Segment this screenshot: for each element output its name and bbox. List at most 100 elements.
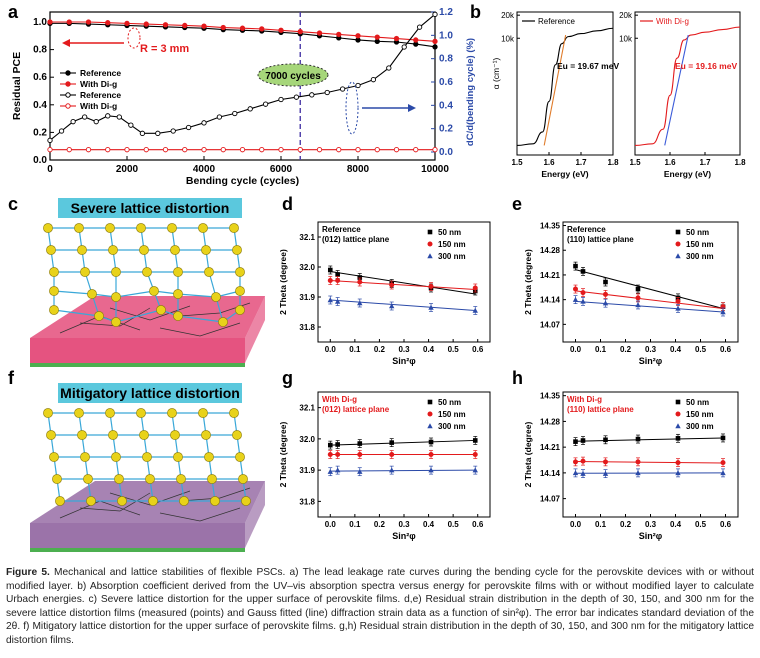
urbach-fit-line [664,34,689,146]
legend-marker [427,399,433,405]
lattice-atom [77,245,87,255]
x-tick-label: 0.5 [695,520,707,529]
lattice-atom [229,223,239,233]
fit-line [330,469,476,472]
film-slab-front [30,523,245,548]
annotation-r: R = 3 mm [140,43,189,55]
data-point [602,300,609,306]
data-point [124,147,130,153]
lattice-bond [115,290,155,298]
x-axis-label: Bending cycle (cycles) [186,175,299,187]
data-point [143,147,149,153]
x-tick-label: 0.4 [670,345,682,354]
lattice-atom [145,474,155,484]
data-point [105,147,111,153]
data-point [401,44,407,50]
legend-marker [675,253,681,259]
series-line [49,13,436,141]
x-tick-label: 0.2 [620,520,632,529]
data-point [239,25,246,31]
data-point [603,459,608,465]
figure-caption: Figure 5. Mechanical and lattice stabili… [6,566,754,648]
data-point [428,284,434,289]
data-point [472,285,478,291]
surface-crack [179,487,251,502]
data-point [66,19,72,25]
lattice-atom [173,267,183,277]
lattice-bond [53,290,93,295]
data-point [357,300,363,306]
data-point [155,130,161,136]
urbach-fit-line [543,34,567,146]
data-point [334,467,341,473]
data-point [389,303,395,309]
y-tick-label: 14.14 [540,296,561,305]
legend-marker [427,423,433,429]
x-axis-label: Sin²φ [639,356,663,366]
surface-crack [159,507,241,522]
data-point [389,467,395,473]
lattice-atom [207,474,217,484]
x-tick-label: 0.2 [374,345,386,354]
data-point [82,114,88,120]
y-tick-label: 32.0 [299,435,315,444]
lattice-atom [235,305,245,315]
panel-letter-g: g [282,368,293,388]
data-point [357,452,363,457]
plot-title-line: With Di-g [567,395,602,404]
lattice-atom [49,286,59,296]
lattice-title: Mitigatory lattice distortion [60,385,240,401]
x-tick-label: 0.6 [472,345,484,354]
x-tick-label: 1.6 [543,158,555,167]
data-point [357,441,363,446]
legend-label: 150 nm [686,410,714,419]
data-point [128,122,134,128]
data-point [247,106,253,112]
plot-frame [516,11,614,156]
surface-crack [79,492,151,512]
data-point [201,120,207,126]
lattice-atom [198,408,208,418]
data-point [675,436,681,441]
legend-label: With Di-g [80,79,117,89]
arrow-head-blue [408,104,416,112]
y-tick-label: 1.0 [33,17,47,28]
data-point [316,30,323,36]
lattice-atom [229,408,239,418]
x-tick-label: 0.5 [695,345,707,354]
x-tick-label: 0.6 [720,520,732,529]
substrate-strip [30,363,245,367]
y-tick-label: 14.14 [540,469,561,478]
legend-label: 50 nm [438,398,461,407]
data-point [182,22,188,29]
data-point [573,459,578,465]
data-point [185,124,192,131]
data-point [327,468,333,474]
x-tick-label: 1.8 [607,158,619,167]
data-point [278,96,284,103]
surface-crack [79,307,151,327]
data-point [603,291,608,297]
x-tick-label: 1.6 [664,158,676,167]
data-point [124,20,130,27]
data-point [428,304,434,310]
plot-title-line: Reference [567,225,606,234]
absorption-curve [516,27,614,146]
lattice-bond [177,315,224,323]
legend-marker [427,411,433,417]
lattice-atom [148,496,158,506]
lattice-atom [173,311,183,321]
x-tick-label: 0.6 [720,345,732,354]
data-point [720,309,726,315]
legend-marker [675,229,681,235]
data-point [580,269,586,274]
lattice-atom [211,292,221,302]
panel-letter-h: h [512,368,523,388]
panel-letter-f: f [8,368,15,388]
x-tick-label: 0.3 [398,345,410,354]
legend-label: 150 nm [686,240,714,249]
legend-marker [65,81,71,87]
data-point [432,147,438,153]
lattice-atom [136,408,146,418]
panel-letter-a: a [8,2,19,22]
